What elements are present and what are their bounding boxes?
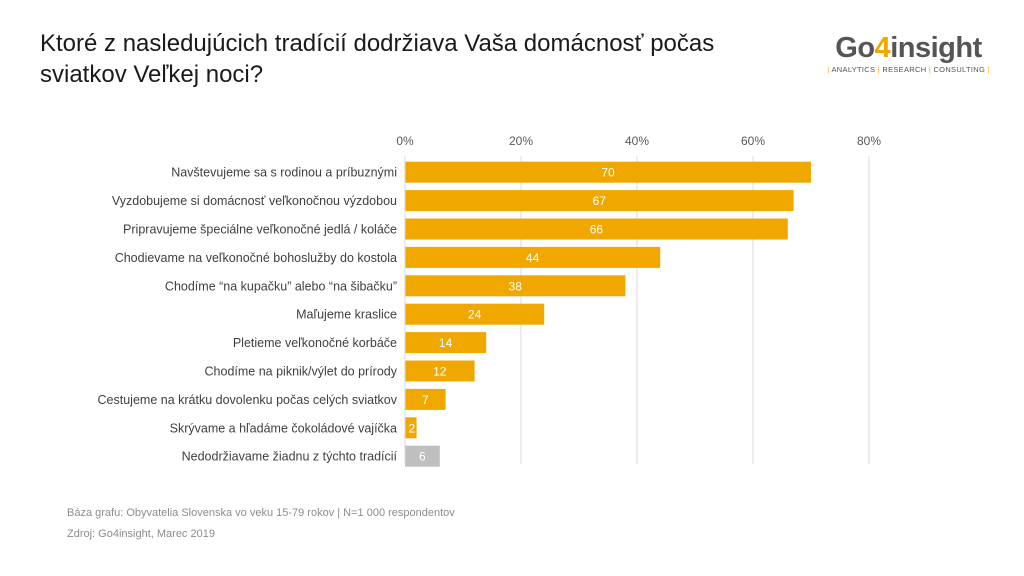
category-label: Chodievame na veľkonočné bohoslužby do k… [115, 251, 397, 265]
category-label: Nedodržiavame žiadnu z týchto tradícií [182, 450, 398, 464]
x-tick-label: 40% [625, 134, 649, 148]
logo-tagline: | ANALYTICS | RESEARCH | CONSULTING | [827, 65, 990, 74]
category-label: Chodíme na piknik/výlet do prírody [205, 365, 398, 379]
data-label: 67 [593, 194, 607, 208]
data-label: 14 [439, 336, 453, 350]
category-label: Skrývame a hľadáme čokoládové vajíčka [170, 421, 397, 435]
bar [405, 218, 788, 240]
data-label: 44 [526, 251, 540, 265]
data-label: 7 [422, 393, 429, 407]
bar [405, 275, 626, 297]
logo-suffix: insight [890, 32, 982, 64]
data-label: 38 [509, 279, 523, 293]
bar [405, 190, 794, 212]
bar [405, 360, 475, 382]
x-tick-label: 20% [509, 134, 533, 148]
data-label: 12 [433, 365, 447, 379]
category-label: Maľujeme kraslice [296, 308, 397, 322]
category-label: Pletieme veľkonočné korbáče [233, 336, 397, 350]
go4insight-logo: Go4insight | ANALYTICS | RESEARCH | CONS… [826, 32, 991, 74]
bar [405, 417, 417, 439]
logo-accent: 4 [874, 32, 891, 64]
category-label: Chodíme “na kupačku” alebo “na šibačku” [165, 279, 397, 293]
category-label: Vyzdobujeme si domácnosť veľkonočnou výz… [112, 194, 397, 208]
logo-prefix: Go [835, 32, 875, 64]
bar [405, 303, 545, 325]
footnote-base: Báza grafu: Obyvatelia Slovenska vo veku… [67, 507, 455, 519]
data-label: 24 [468, 308, 482, 322]
x-tick-label: 0% [396, 134, 414, 148]
data-label: 66 [590, 223, 604, 237]
logo-wordmark: Go4insight [826, 32, 991, 64]
bar [405, 246, 661, 268]
data-label: 6 [419, 450, 426, 464]
logo-tag-research: RESEARCH [882, 65, 927, 74]
logo-tag-analytics: ANALYTICS [831, 65, 876, 74]
bar [405, 445, 440, 467]
category-label: Cestujeme na krátku dovolenku počas celý… [98, 393, 398, 407]
data-label: 2 [408, 421, 415, 435]
bar [405, 161, 811, 183]
bar [405, 388, 446, 410]
bar [405, 332, 487, 354]
category-label: Navštevujeme sa s rodinou a príbuznými [171, 166, 397, 180]
data-label: 70 [601, 166, 615, 180]
category-label: Pripravujeme špeciálne veľkonočné jedlá … [123, 223, 397, 237]
chart-title: Ktoré z nasledujúcich tradícií dodržiava… [40, 30, 715, 88]
x-tick-label: 80% [857, 134, 881, 148]
footnote-source: Zdroj: Go4insight, Marec 2019 [67, 528, 215, 540]
logo-tag-consulting: CONSULTING [933, 65, 986, 74]
x-tick-label: 60% [741, 134, 765, 148]
